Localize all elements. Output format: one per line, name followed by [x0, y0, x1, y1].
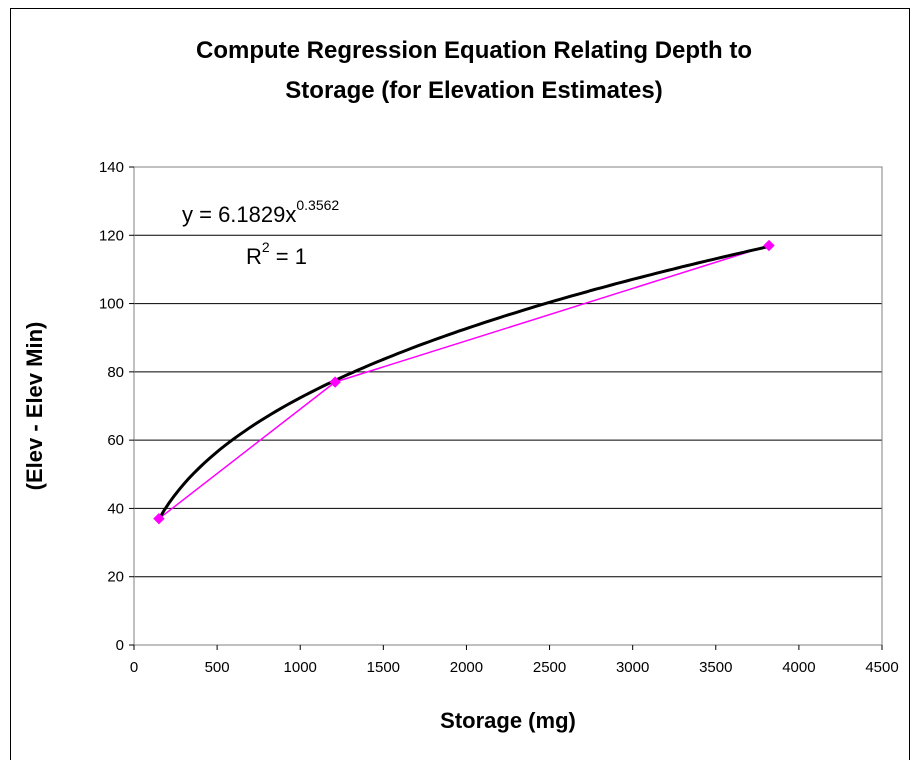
plot-area-border — [133, 166, 883, 646]
x-axis-title: Storage (mg) — [440, 708, 576, 733]
trendline-equation: y = 6.1829x0.3562 — [182, 197, 339, 227]
chart-frame — [10, 8, 910, 760]
r-squared-label: R2 = 1 — [246, 239, 307, 269]
y-tick-label: 60 — [107, 432, 124, 449]
x-tick-label: 1000 — [284, 659, 317, 676]
data-point-marker — [763, 239, 775, 252]
chart-title-line2: Storage (for Elevation Estimates) — [285, 77, 662, 104]
data-point-marker — [153, 512, 165, 525]
chart-title-line1: Compute Regression Equation Relating Dep… — [196, 37, 752, 64]
y-axis-ticks: 0 20 40 60 80 100 120 140 — [99, 159, 134, 654]
x-tick-label: 4500 — [865, 659, 898, 676]
y-axis-title: (Elev - Elev Min) — [22, 322, 47, 491]
power-trendline — [157, 245, 770, 520]
x-tick-label: 2000 — [450, 659, 483, 676]
x-tick-label: 2500 — [533, 659, 566, 676]
x-tick-label: 1500 — [367, 659, 400, 676]
series-line — [158, 244, 770, 520]
x-tick-label: 0 — [130, 659, 138, 676]
y-tick-label: 80 — [107, 364, 124, 381]
y-tick-label: 20 — [107, 569, 124, 586]
y-tick-label: 100 — [99, 296, 124, 313]
x-tick-label: 500 — [205, 659, 230, 676]
y-tick-label: 140 — [99, 159, 124, 176]
y-tick-label: 120 — [99, 227, 124, 244]
y-tick-label: 0 — [116, 637, 124, 654]
x-tick-label: 3000 — [616, 659, 649, 676]
x-tick-label: 4000 — [782, 659, 815, 676]
gridlines — [134, 166, 882, 578]
y-tick-label: 40 — [107, 500, 124, 517]
series-markers — [153, 239, 775, 525]
x-axis-ticks: 0 500 1000 1500 2000 2500 3000 3500 4000 4500 — [130, 645, 899, 676]
data-point-marker — [329, 376, 341, 388]
x-tick-label: 3500 — [699, 659, 732, 676]
